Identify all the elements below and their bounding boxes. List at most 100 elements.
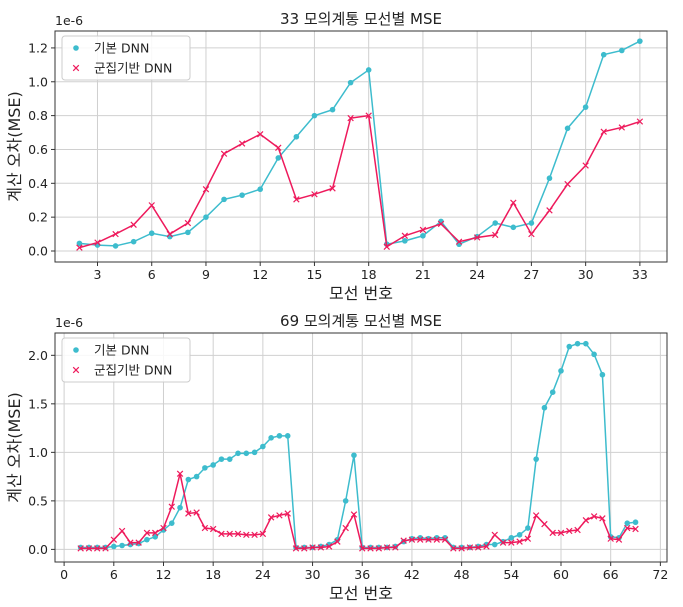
marker (275, 144, 282, 151)
marker (590, 513, 598, 520)
marker (508, 534, 515, 541)
marker (311, 191, 318, 198)
marker (77, 544, 84, 551)
y-tick-label: 0.6 (28, 142, 48, 157)
marker (582, 517, 590, 524)
marker (450, 545, 457, 552)
marker (329, 185, 336, 192)
marker (76, 240, 83, 247)
marker (347, 79, 354, 86)
marker (541, 404, 548, 411)
marker (234, 530, 242, 538)
x-tick-label: 0 (60, 567, 68, 582)
x-tick-label: 30 (305, 567, 321, 582)
marker (226, 530, 233, 538)
marker (329, 106, 336, 113)
marker (425, 535, 432, 542)
marker (546, 207, 553, 214)
legend-marker (72, 64, 80, 72)
legend-marker (73, 45, 79, 51)
marker (210, 462, 216, 468)
marker (176, 470, 184, 477)
legend-marker (72, 366, 80, 374)
marker (119, 542, 125, 549)
marker (160, 524, 167, 532)
marker (508, 539, 515, 546)
plot-frame (54, 30, 668, 263)
marker (77, 545, 84, 552)
marker (420, 232, 426, 239)
marker (574, 526, 581, 534)
marker (437, 220, 445, 228)
marker (220, 150, 228, 157)
marker (209, 525, 217, 533)
marker (532, 512, 540, 519)
marker (311, 112, 318, 119)
marker (260, 443, 266, 450)
marker (474, 544, 482, 551)
marker (624, 520, 631, 526)
marker (607, 535, 614, 542)
marker (600, 128, 607, 135)
marker (193, 473, 200, 480)
legend-label: 군집기반 DNN (94, 363, 172, 378)
plot-frame (54, 332, 668, 563)
marker (127, 539, 134, 546)
marker (591, 351, 597, 358)
marker (102, 545, 109, 552)
marker (491, 541, 498, 548)
marker (400, 537, 407, 544)
y-tick-label: 0.5 (28, 493, 48, 508)
marker (185, 510, 192, 517)
y-tick-label: 0.0 (28, 542, 48, 557)
marker (541, 520, 548, 528)
x-tick-label: 24 (469, 267, 485, 282)
marker (317, 544, 325, 551)
marker (256, 131, 264, 138)
marker (564, 180, 571, 188)
y-tick-label: 0.0 (28, 244, 48, 259)
marker (251, 531, 258, 539)
marker (402, 238, 408, 244)
marker (558, 368, 564, 374)
x-tick-label: 60 (553, 567, 569, 582)
marker (342, 498, 349, 504)
marker (148, 202, 155, 209)
x-axis-label: 모선 번호 (329, 584, 393, 603)
offset-label: 1e-6 (55, 13, 83, 28)
marker (392, 544, 399, 551)
x-tick-label: 48 (454, 567, 470, 582)
x-tick-label: 12 (156, 567, 172, 582)
x-tick-label: 9 (202, 267, 210, 282)
marker (433, 536, 440, 543)
marker (193, 509, 200, 516)
x-tick-label: 3 (94, 267, 102, 282)
marker (466, 544, 474, 551)
marker (284, 433, 291, 439)
marker (251, 449, 258, 456)
marker (118, 527, 126, 535)
offset-label: 1e-6 (55, 315, 83, 330)
y-axis-label: 계산 오차(MSE) (5, 91, 24, 202)
marker (564, 125, 571, 132)
marker (185, 229, 191, 236)
y-tick-label: 1.2 (28, 40, 48, 55)
marker (492, 231, 499, 239)
marker (309, 544, 316, 551)
marker (365, 67, 372, 73)
marker (383, 544, 391, 551)
marker (293, 196, 300, 203)
marker (325, 543, 333, 550)
y-tick-label: 0.4 (28, 176, 48, 191)
marker (510, 199, 517, 206)
x-tick-label: 33 (632, 267, 648, 282)
marker (525, 525, 531, 531)
legend-box (61, 337, 191, 383)
x-tick-label: 12 (252, 267, 268, 282)
marker (351, 452, 357, 459)
x-tick-label: 30 (578, 267, 594, 282)
marker (135, 539, 142, 546)
y-tick-label: 1.5 (28, 396, 48, 411)
marker (524, 535, 532, 542)
